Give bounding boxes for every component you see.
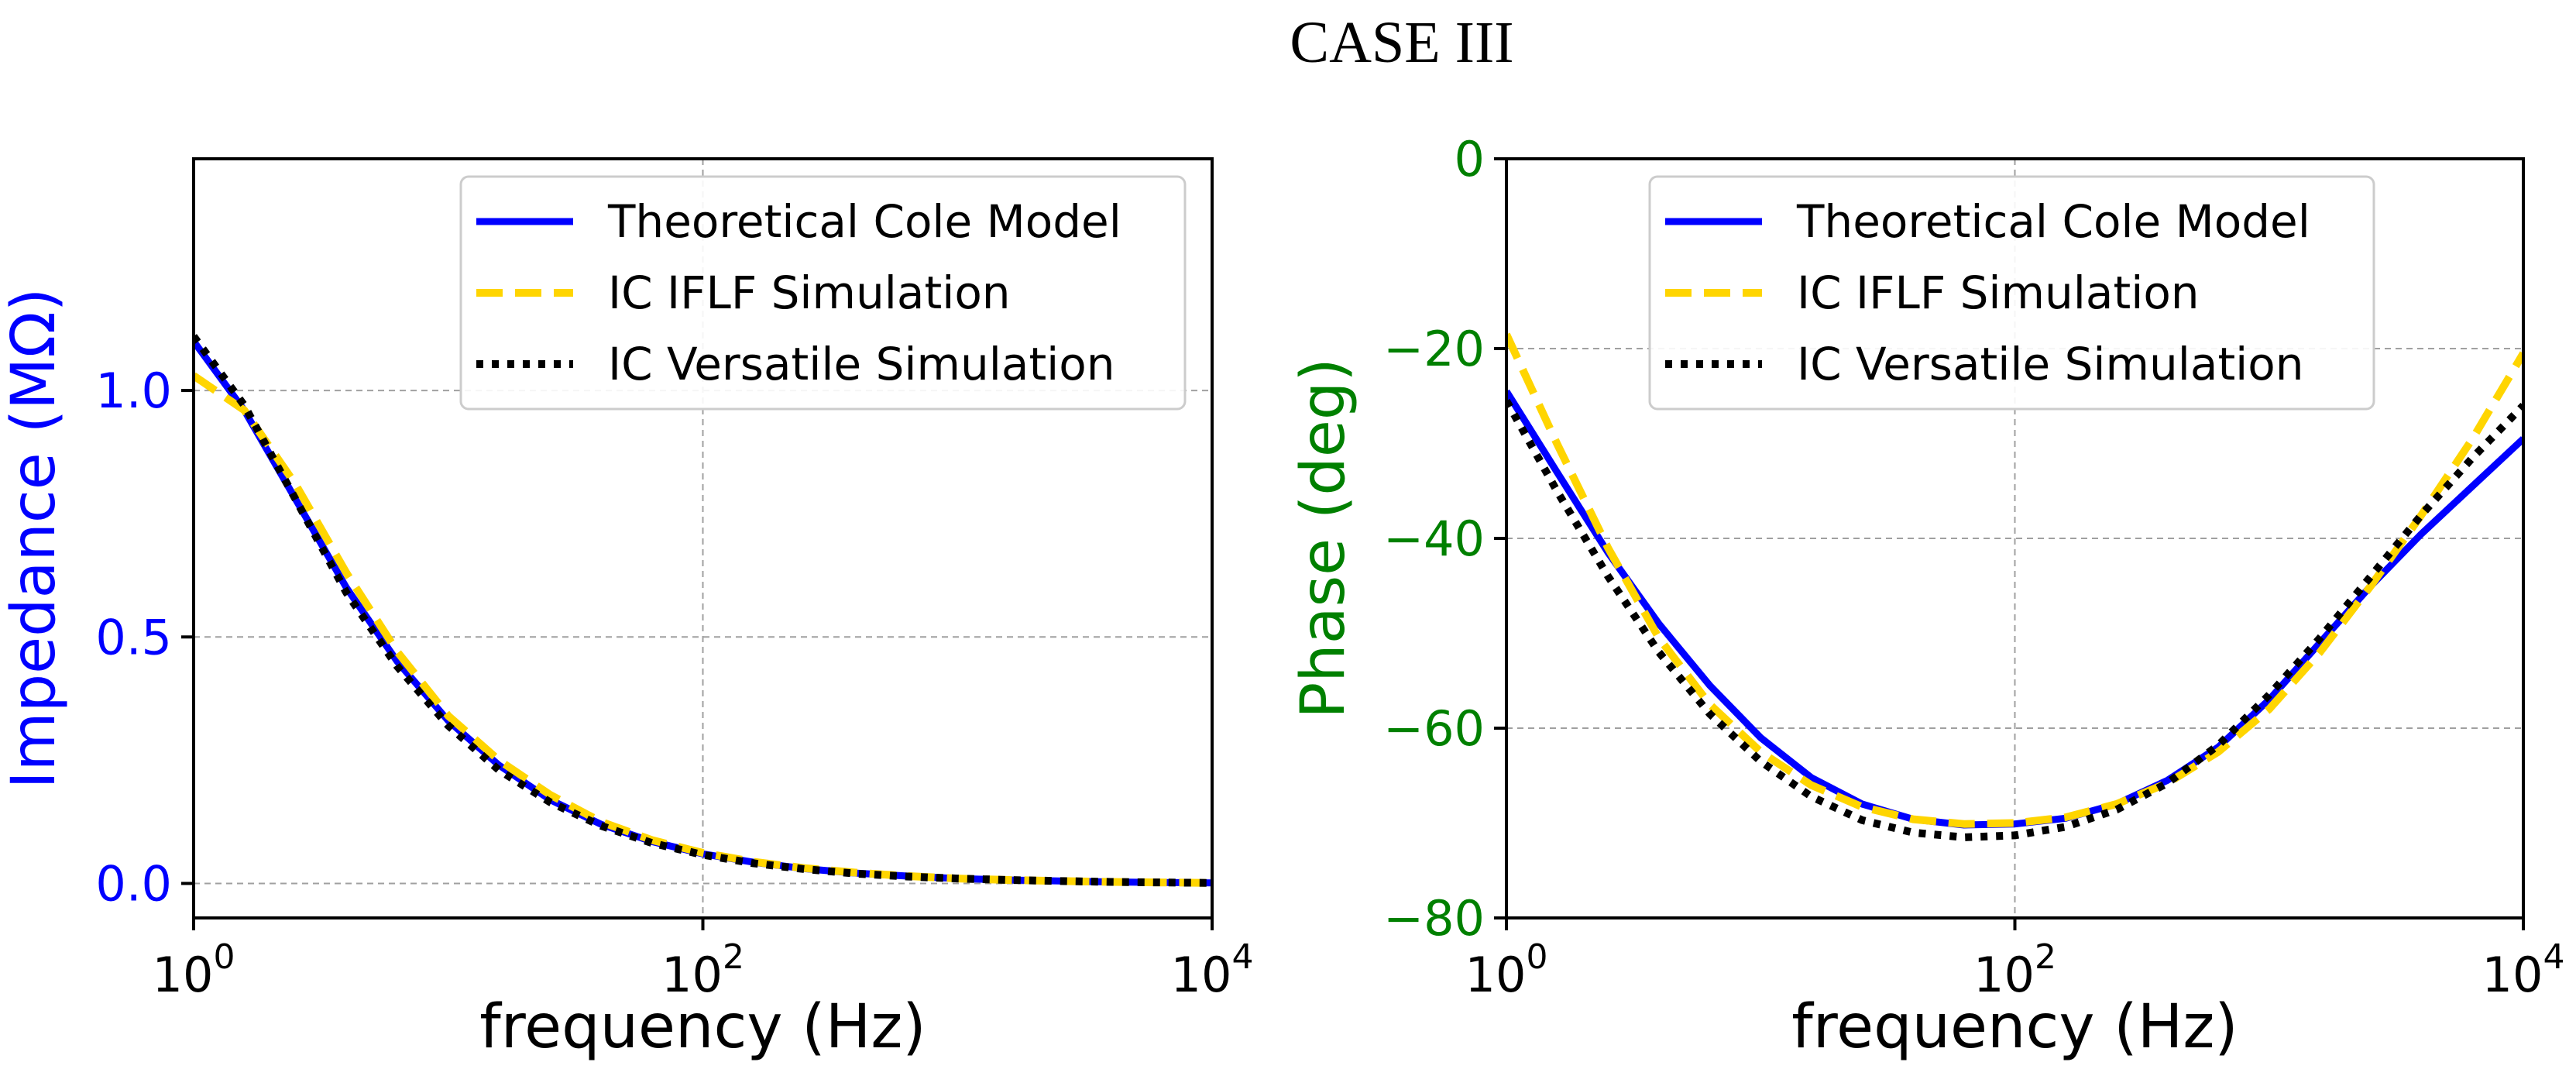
impedance-plot: 100 102 104 0.0 0.5 1.0 frequency (Hz) Imped… — [0, 157, 1254, 1062]
series-line-versatile — [194, 334, 1212, 887]
legend-label: IC IFLF Simulation — [1797, 266, 2200, 319]
legend-box — [1648, 175, 2375, 411]
figure-title: CASE III — [1290, 10, 1513, 75]
x-tick-label: 102 — [661, 937, 744, 1003]
y-tick-label: −40 — [1383, 510, 1485, 567]
legend-label: IC IFLF Simulation — [608, 266, 1011, 319]
x-tick-label: 100 — [1465, 937, 1548, 1003]
series-line-versatile — [1506, 398, 2523, 841]
phase-x-axis-label: frequency (Hz) — [1791, 992, 2238, 1062]
legend-box — [459, 175, 1187, 411]
y-tick-label: 0.5 — [95, 609, 172, 665]
impedance-y-ticks: 0.0 0.5 1.0 — [95, 363, 194, 912]
legend-label: Theoretical Cole Model — [1796, 195, 2310, 248]
x-tick-label: 102 — [1973, 937, 2056, 1003]
y-tick-label: −60 — [1383, 700, 1485, 757]
y-tick-label: −20 — [1383, 321, 1485, 377]
phase-x-ticks: 100 102 104 — [1465, 918, 2565, 1003]
y-tick-label: −80 — [1383, 890, 1485, 947]
phase-y-ticks: 0 −20 −40 −60 −80 — [1383, 131, 1506, 947]
phase-legend: Theoretical Cole Model IC IFLF Simulation… — [1648, 175, 2375, 411]
x-tick-label: 104 — [1171, 937, 1254, 1003]
impedance-x-ticks: 100 102 104 — [153, 918, 1254, 1003]
y-tick-label: 1.0 — [95, 363, 172, 419]
legend-label: IC Versatile Simulation — [1797, 338, 2304, 390]
impedance-x-axis-label: frequency (Hz) — [479, 992, 926, 1062]
legend-label: IC Versatile Simulation — [608, 338, 1115, 390]
y-tick-label: 0 — [1455, 131, 1485, 187]
impedance-series-lines — [194, 334, 1212, 887]
phase-series-lines — [1506, 332, 2523, 841]
y-tick-label: 0.0 — [95, 855, 172, 912]
impedance-legend: Theoretical Cole Model IC IFLF Simulation… — [459, 175, 1187, 411]
legend-label: Theoretical Cole Model — [607, 195, 1121, 248]
series-line-iflf — [1506, 332, 2523, 828]
series-line-iflf — [194, 372, 1212, 887]
phase-plot: 100 102 104 0 −20 −40 −60 −80 frequency (Hz) P… — [1289, 131, 2564, 1062]
impedance-y-axis-label: Impedance (MΩ) — [0, 288, 69, 789]
phase-y-axis-label: Phase (deg) — [1289, 358, 1358, 719]
x-tick-label: 104 — [2482, 937, 2565, 1003]
x-tick-label: 100 — [153, 937, 235, 1003]
